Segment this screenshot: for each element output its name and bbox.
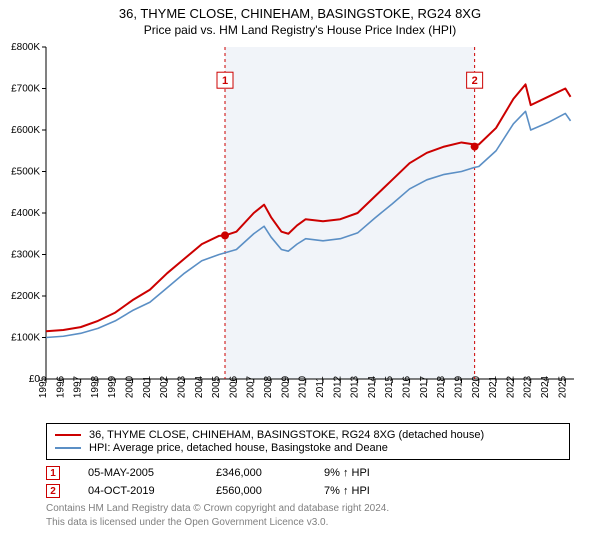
- tx-marker: 2: [46, 484, 60, 498]
- tx-price: £560,000: [216, 485, 296, 497]
- table-row: 1 05-MAY-2005 £346,000 9% ↑ HPI: [46, 466, 570, 480]
- svg-text:2018: 2018: [436, 375, 447, 398]
- tx-marker: 1: [46, 466, 60, 480]
- footer-line: Contains HM Land Registry data © Crown c…: [46, 502, 570, 516]
- legend-item: HPI: Average price, detached house, Basi…: [55, 442, 561, 454]
- svg-text:2002: 2002: [159, 375, 170, 398]
- svg-text:1995: 1995: [38, 375, 49, 398]
- svg-text:2001: 2001: [142, 375, 153, 398]
- legend-label: HPI: Average price, detached house, Basi…: [89, 442, 388, 454]
- svg-text:£600K: £600K: [11, 125, 40, 136]
- legend-swatch: [55, 434, 81, 436]
- chart-svg: £0£100K£200K£300K£400K£500K£600K£700K£80…: [0, 39, 600, 419]
- legend-item: 36, THYME CLOSE, CHINEHAM, BASINGSTOKE, …: [55, 429, 561, 441]
- title-block: 36, THYME CLOSE, CHINEHAM, BASINGSTOKE, …: [0, 0, 600, 39]
- svg-text:2006: 2006: [228, 375, 239, 398]
- tx-date: 05-MAY-2005: [88, 467, 188, 479]
- svg-text:2022: 2022: [505, 375, 516, 398]
- tx-change: 9% ↑ HPI: [324, 467, 424, 479]
- svg-text:£700K: £700K: [11, 84, 40, 95]
- svg-text:£200K: £200K: [11, 291, 40, 302]
- svg-text:2010: 2010: [298, 375, 309, 398]
- svg-text:2023: 2023: [523, 375, 534, 398]
- transaction-table: 1 05-MAY-2005 £346,000 9% ↑ HPI 2 04-OCT…: [46, 466, 570, 498]
- legend: 36, THYME CLOSE, CHINEHAM, BASINGSTOKE, …: [46, 423, 570, 460]
- chart-subtitle: Price paid vs. HM Land Registry's House …: [0, 23, 600, 37]
- svg-text:1: 1: [222, 75, 228, 87]
- svg-text:£500K: £500K: [11, 167, 40, 178]
- table-row: 2 04-OCT-2019 £560,000 7% ↑ HPI: [46, 484, 570, 498]
- svg-text:2009: 2009: [280, 375, 291, 398]
- legend-label: 36, THYME CLOSE, CHINEHAM, BASINGSTOKE, …: [89, 429, 484, 441]
- svg-text:2017: 2017: [419, 375, 430, 398]
- chart-area: £0£100K£200K£300K£400K£500K£600K£700K£80…: [0, 39, 600, 419]
- svg-text:2015: 2015: [384, 375, 395, 398]
- tx-price: £346,000: [216, 467, 296, 479]
- svg-text:2024: 2024: [540, 375, 551, 398]
- svg-text:2: 2: [472, 75, 478, 87]
- chart-container: 36, THYME CLOSE, CHINEHAM, BASINGSTOKE, …: [0, 0, 600, 560]
- svg-text:1998: 1998: [90, 375, 101, 398]
- svg-text:£100K: £100K: [11, 333, 40, 344]
- svg-text:2016: 2016: [402, 375, 413, 398]
- svg-text:2014: 2014: [367, 375, 378, 398]
- svg-text:2025: 2025: [557, 375, 568, 398]
- svg-text:£300K: £300K: [11, 250, 40, 261]
- svg-text:2012: 2012: [332, 375, 343, 398]
- svg-text:1996: 1996: [55, 375, 66, 398]
- svg-text:2019: 2019: [453, 375, 464, 398]
- svg-text:2007: 2007: [246, 375, 257, 398]
- legend-swatch: [55, 447, 81, 449]
- svg-text:2011: 2011: [315, 376, 326, 398]
- svg-text:2021: 2021: [488, 375, 499, 398]
- svg-text:£400K: £400K: [11, 208, 40, 219]
- svg-text:2008: 2008: [263, 375, 274, 398]
- tx-change: 7% ↑ HPI: [324, 485, 424, 497]
- svg-text:2020: 2020: [471, 375, 482, 398]
- chart-title: 36, THYME CLOSE, CHINEHAM, BASINGSTOKE, …: [0, 6, 600, 21]
- tx-date: 04-OCT-2019: [88, 485, 188, 497]
- svg-text:2004: 2004: [194, 375, 205, 398]
- svg-text:1997: 1997: [73, 375, 84, 398]
- svg-text:2005: 2005: [211, 375, 222, 398]
- footer-line: This data is licensed under the Open Gov…: [46, 516, 570, 530]
- svg-text:2013: 2013: [350, 375, 361, 398]
- svg-text:1999: 1999: [107, 375, 118, 398]
- svg-text:2003: 2003: [176, 375, 187, 398]
- svg-text:£800K: £800K: [11, 42, 40, 53]
- svg-text:2000: 2000: [125, 375, 136, 398]
- footer: Contains HM Land Registry data © Crown c…: [46, 502, 570, 529]
